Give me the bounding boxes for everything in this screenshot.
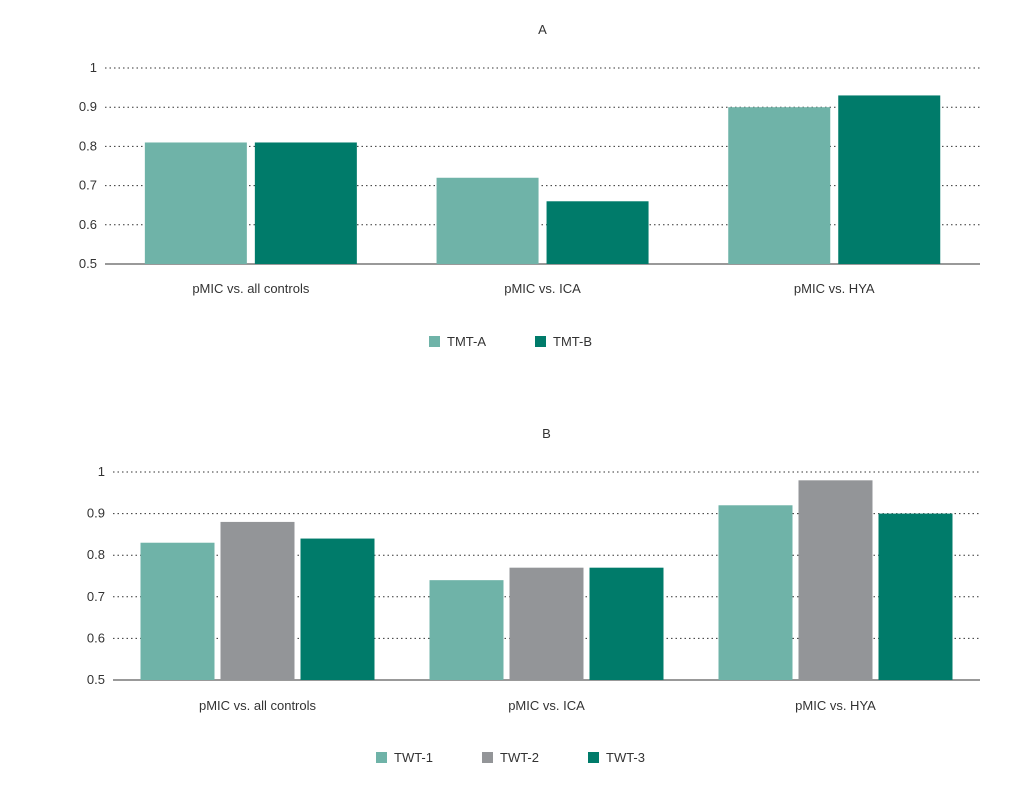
chart-b-ytick-label: 0.6 bbox=[87, 630, 105, 645]
chart-b-bar-twt-1-2 bbox=[718, 505, 793, 680]
chart-a-bar-tmt-b-1 bbox=[546, 201, 649, 264]
chart-b-ytick-label: 0.9 bbox=[87, 506, 105, 521]
chart-a-category-label: pMIC vs. all controls bbox=[192, 281, 310, 296]
chart-a-bar-tmt-b-2 bbox=[838, 95, 941, 264]
chart-a-ytick-label: 1 bbox=[90, 60, 97, 75]
chart-a-bar-tmt-a-2 bbox=[728, 107, 831, 264]
chart-a-ytick-label: 0.8 bbox=[79, 138, 97, 153]
chart-a-bar-tmt-a-0 bbox=[144, 142, 247, 264]
chart-b-bar-twt-3-1 bbox=[589, 567, 664, 680]
chart-a-ytick-label: 0.5 bbox=[79, 256, 97, 271]
chart-b-bar-twt-2-1 bbox=[509, 567, 584, 680]
chart-a-legend-swatch bbox=[429, 336, 440, 347]
chart-a-bar-tmt-a-1 bbox=[436, 177, 539, 264]
chart-b-category-label: pMIC vs. HYA bbox=[795, 698, 876, 713]
chart-b-legend-swatch bbox=[588, 752, 599, 763]
chart-b-legend-swatch bbox=[482, 752, 493, 763]
chart-a-ytick-label: 0.7 bbox=[79, 178, 97, 193]
chart-a-legend-label: TMT-B bbox=[553, 334, 592, 349]
chart-b-legend-label: TWT-1 bbox=[394, 750, 433, 765]
chart-b-ytick-label: 1 bbox=[98, 464, 105, 479]
chart-a-ytick-label: 0.6 bbox=[79, 217, 97, 232]
chart-a-ytick-label: 0.9 bbox=[79, 99, 97, 114]
chart-a-category-label: pMIC vs. HYA bbox=[794, 281, 875, 296]
chart-a-legend-label: TMT-A bbox=[447, 334, 486, 349]
chart-a-title: A bbox=[538, 22, 547, 37]
chart-a-category-label: pMIC vs. ICA bbox=[504, 281, 581, 296]
chart-b-bar-twt-2-0 bbox=[220, 521, 295, 680]
chart-b-title: B bbox=[542, 426, 551, 441]
chart-a-bar-tmt-b-0 bbox=[254, 142, 357, 264]
chart-b-ytick-label: 0.7 bbox=[87, 589, 105, 604]
chart-b-bar-twt-3-0 bbox=[300, 538, 375, 680]
chart-a-legend-swatch bbox=[535, 336, 546, 347]
chart-b-category-label: pMIC vs. ICA bbox=[508, 698, 585, 713]
chart-b-bar-twt-1-1 bbox=[429, 580, 504, 680]
chart-b-ytick-label: 0.5 bbox=[87, 672, 105, 687]
chart-b-category-label: pMIC vs. all controls bbox=[199, 698, 317, 713]
chart-b-ytick-label: 0.8 bbox=[87, 547, 105, 562]
chart-b-bar-twt-3-2 bbox=[878, 513, 953, 680]
chart-b-legend-label: TWT-2 bbox=[500, 750, 539, 765]
chart-b-legend-swatch bbox=[376, 752, 387, 763]
chart-b-bar-twt-1-0 bbox=[140, 542, 215, 680]
chart-b-bar-twt-2-2 bbox=[798, 480, 873, 680]
chart-b-legend-label: TWT-3 bbox=[606, 750, 645, 765]
